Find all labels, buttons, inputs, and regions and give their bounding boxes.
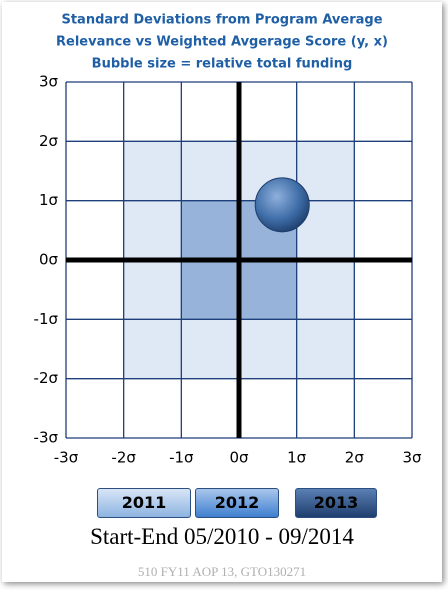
page: Standard Deviations from Program Average…: [2, 2, 442, 582]
year-button[interactable]: 2011: [97, 488, 191, 518]
chart-subtitle: Bubble size = relative total funding: [92, 57, 353, 72]
x-tick-label: -2σ: [111, 449, 136, 467]
footer: 510 FY11 AOP 13, GTO130271: [137, 564, 307, 579]
chart-title: Standard Deviations from Program Average: [61, 13, 382, 28]
y-tick-label: -1σ: [34, 310, 59, 328]
year-button[interactable]: 2012: [195, 488, 279, 518]
date-range: Start-End 05/2010 - 09/2014: [90, 524, 354, 549]
y-tick-label: 1σ: [39, 191, 59, 209]
bubble: [254, 177, 310, 233]
chart: Standard Deviations from Program Average…: [34, 13, 422, 467]
x-tick-label: 0σ: [229, 449, 249, 467]
x-tick-label: 3σ: [402, 449, 422, 467]
y-tick-label: 2σ: [39, 132, 59, 150]
y-tick-label: 3σ: [39, 73, 59, 91]
x-tick-label: 2σ: [345, 449, 365, 467]
x-tick-label: -1σ: [169, 449, 194, 467]
y-tick-label: 0σ: [39, 251, 59, 269]
year-button[interactable]: 2013: [295, 488, 377, 518]
x-tick-label: -3σ: [54, 449, 79, 467]
y-tick-label: -3σ: [34, 429, 59, 447]
y-tick-label: -2σ: [34, 369, 59, 387]
chart-title: Relevance vs Weighted Avgerage Score (y,…: [56, 35, 388, 50]
x-tick-label: 1σ: [287, 449, 307, 467]
